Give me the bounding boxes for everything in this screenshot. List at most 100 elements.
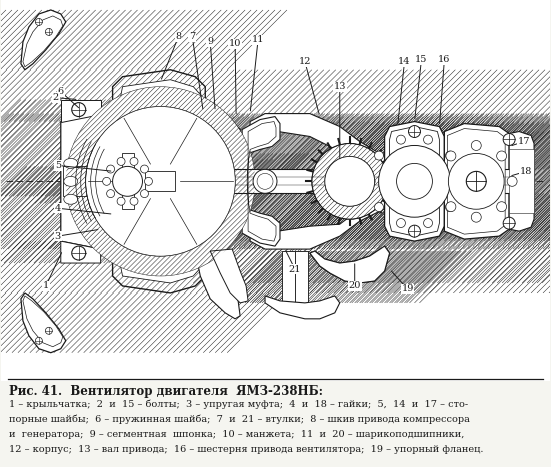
Text: 2: 2 <box>53 93 59 102</box>
Polygon shape <box>310 246 390 283</box>
Circle shape <box>445 203 455 212</box>
Circle shape <box>424 219 433 227</box>
Circle shape <box>117 197 125 205</box>
Circle shape <box>141 190 148 198</box>
Polygon shape <box>112 70 242 293</box>
Circle shape <box>449 154 504 209</box>
Bar <box>63 166 99 196</box>
Text: 9: 9 <box>207 37 213 46</box>
Polygon shape <box>390 127 439 236</box>
Circle shape <box>471 212 481 222</box>
Circle shape <box>107 190 115 198</box>
Circle shape <box>397 135 406 144</box>
Circle shape <box>397 163 433 199</box>
Ellipse shape <box>64 194 78 204</box>
Text: 20: 20 <box>349 282 361 290</box>
Polygon shape <box>250 193 395 249</box>
Text: 3: 3 <box>55 232 61 241</box>
Text: 16: 16 <box>438 55 451 64</box>
Polygon shape <box>509 132 534 231</box>
Circle shape <box>503 134 515 145</box>
Polygon shape <box>23 16 63 67</box>
Circle shape <box>379 145 450 217</box>
Circle shape <box>86 106 235 256</box>
Circle shape <box>471 141 481 150</box>
Circle shape <box>446 151 456 161</box>
Circle shape <box>325 156 375 206</box>
Bar <box>295 251 308 303</box>
Bar <box>101 163 122 199</box>
Text: 15: 15 <box>415 55 428 64</box>
Text: порные шайбы;  6 – пружинная шайба;  7  и  21 – втулки;  8 – шкив привода компре: порные шайбы; 6 – пружинная шайба; 7 и 2… <box>9 415 470 425</box>
Circle shape <box>408 126 420 137</box>
Polygon shape <box>21 293 66 353</box>
Polygon shape <box>447 128 505 234</box>
Polygon shape <box>61 241 101 263</box>
Circle shape <box>144 177 153 185</box>
Circle shape <box>72 103 86 117</box>
Polygon shape <box>310 246 390 283</box>
Text: Рис. 41.  Вентилятор двигателя  ЯМЗ-238НБ:: Рис. 41. Вентилятор двигателя ЯМЗ-238НБ: <box>9 385 323 398</box>
Polygon shape <box>195 249 240 319</box>
Circle shape <box>408 225 420 237</box>
Circle shape <box>503 217 515 229</box>
Polygon shape <box>444 124 509 239</box>
Circle shape <box>446 202 456 212</box>
Circle shape <box>424 135 433 144</box>
Text: 17: 17 <box>518 137 531 146</box>
Circle shape <box>72 246 86 260</box>
Text: 6: 6 <box>58 87 64 96</box>
Bar <box>145 171 175 191</box>
Circle shape <box>45 28 52 35</box>
Ellipse shape <box>64 177 78 186</box>
Circle shape <box>130 197 138 205</box>
Circle shape <box>454 177 463 186</box>
Polygon shape <box>385 121 444 241</box>
Text: 8: 8 <box>175 32 181 42</box>
Text: 4: 4 <box>55 204 61 213</box>
Circle shape <box>397 219 406 227</box>
Text: 12 – корпус;  13 – вал привода;  16 – шестерня привода вентилятора;  19 – упорны: 12 – корпус; 13 – вал привода; 16 – шест… <box>9 445 483 454</box>
Polygon shape <box>210 249 248 303</box>
Circle shape <box>35 337 42 344</box>
Circle shape <box>375 203 383 212</box>
Polygon shape <box>21 10 66 70</box>
Text: и  генератора;  9 – сегментная  шпонка;  10 – манжета;  11  и  20 – шарикоподшип: и генератора; 9 – сегментная шпонка; 10 … <box>9 430 464 439</box>
Ellipse shape <box>64 158 78 169</box>
Bar <box>282 251 295 303</box>
Text: 18: 18 <box>520 167 532 176</box>
Circle shape <box>86 106 235 256</box>
Circle shape <box>496 151 506 161</box>
Text: 12: 12 <box>299 57 311 66</box>
Circle shape <box>466 171 486 191</box>
Text: 11: 11 <box>252 35 264 44</box>
Bar <box>282 251 295 303</box>
Text: 10: 10 <box>229 39 241 49</box>
Text: 1: 1 <box>43 282 49 290</box>
Circle shape <box>102 177 111 185</box>
Circle shape <box>107 165 115 173</box>
Circle shape <box>66 87 255 276</box>
Circle shape <box>312 143 387 219</box>
Circle shape <box>117 157 125 165</box>
Circle shape <box>35 18 42 25</box>
Bar <box>295 251 308 303</box>
Circle shape <box>257 173 273 189</box>
Polygon shape <box>250 113 395 170</box>
Polygon shape <box>23 296 63 347</box>
Text: 5: 5 <box>55 161 61 170</box>
Text: 13: 13 <box>333 82 346 91</box>
Circle shape <box>435 177 445 186</box>
Bar <box>122 154 133 209</box>
Circle shape <box>253 170 277 193</box>
Text: 7: 7 <box>189 32 196 42</box>
Text: 14: 14 <box>398 57 411 66</box>
Polygon shape <box>61 99 101 121</box>
Circle shape <box>445 151 455 160</box>
Text: 1 – крыльчатка;  2  и  15 – болты;  3 – упругая муфта;  4  и  18 – гайки;  5,  1: 1 – крыльчатка; 2 и 15 – болты; 3 – упру… <box>9 400 468 410</box>
Text: 21: 21 <box>289 264 301 274</box>
Bar <box>112 170 511 193</box>
Circle shape <box>130 157 138 165</box>
Circle shape <box>366 177 375 186</box>
Bar <box>509 149 534 213</box>
